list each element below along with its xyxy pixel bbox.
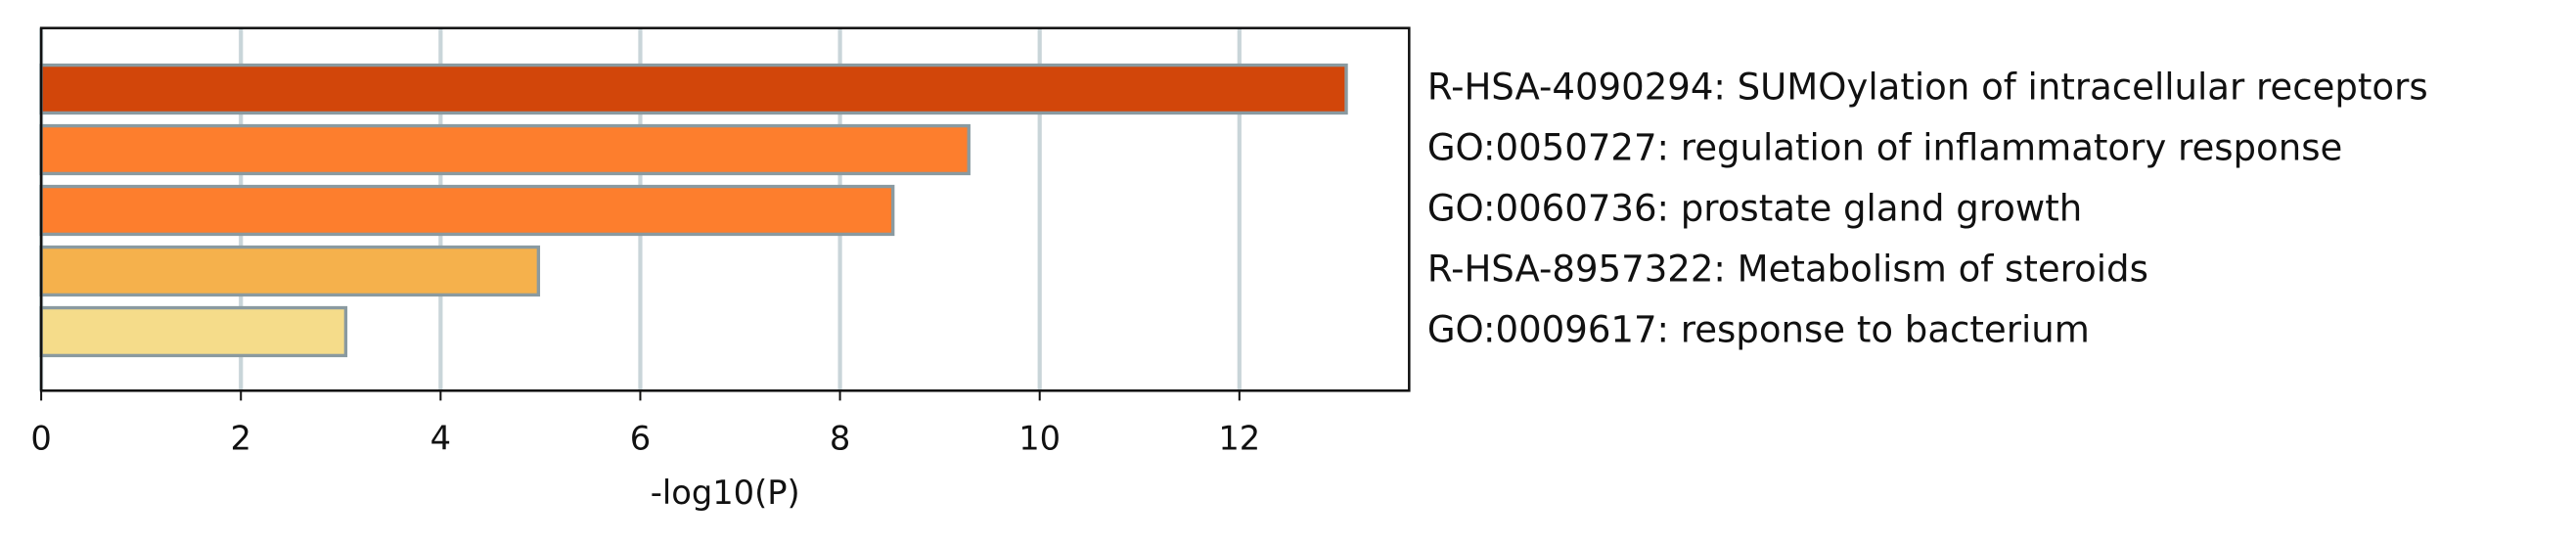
category-label: GO:0050727: regulation of inflammatory r… xyxy=(1427,127,2342,169)
bars xyxy=(39,63,1348,358)
x-tick-label: 12 xyxy=(1218,419,1260,457)
category-label: R-HSA-4090294: SUMOylation of intracellu… xyxy=(1427,67,2428,109)
x-tick-label: 4 xyxy=(430,419,451,457)
bar xyxy=(39,63,1348,115)
x-tick-label: 0 xyxy=(30,419,51,457)
x-tick-label: 10 xyxy=(1018,419,1061,457)
x-axis-label: -log10(P) xyxy=(651,474,800,512)
category-label: GO:0009617: response to bacterium xyxy=(1427,308,2090,350)
bar xyxy=(39,305,348,358)
bar xyxy=(39,245,541,297)
category-label: GO:0060736: prostate gland growth xyxy=(1427,187,2082,229)
plot-frame xyxy=(39,26,1411,392)
category-label: R-HSA-8957322: Metabolism of steroids xyxy=(1427,248,2148,290)
x-tick-label: 8 xyxy=(830,419,850,457)
bar xyxy=(39,184,895,237)
bar xyxy=(39,123,971,176)
x-tick-label: 6 xyxy=(630,419,651,457)
x-tick-label: 2 xyxy=(231,419,251,457)
